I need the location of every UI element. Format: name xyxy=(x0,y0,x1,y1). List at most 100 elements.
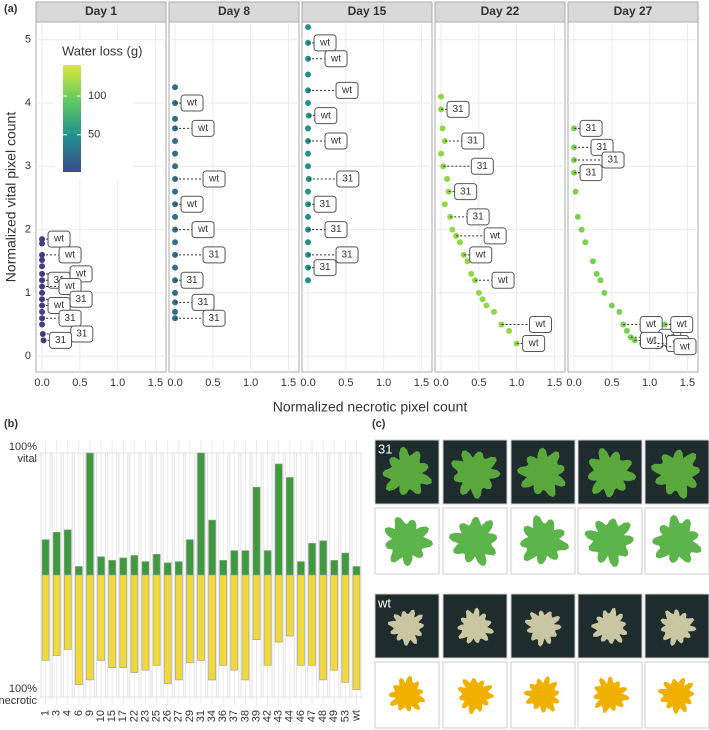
x-tick-label: 23 xyxy=(139,710,151,722)
label-box xyxy=(202,309,226,327)
bar xyxy=(330,574,339,671)
bar-frame xyxy=(96,452,107,698)
point xyxy=(305,213,312,220)
y-tick-label: 100% necrotic xyxy=(0,683,37,707)
x-tick-label: 38 xyxy=(239,710,251,722)
segmentation-mask xyxy=(523,676,560,713)
plant xyxy=(660,609,697,647)
point-label: 31 xyxy=(319,262,331,273)
x-tick-label: 42 xyxy=(262,710,274,722)
segmentation-mask xyxy=(448,516,498,566)
bar xyxy=(286,574,294,637)
point-label: wt xyxy=(528,338,539,349)
point xyxy=(438,93,445,100)
bar xyxy=(197,452,205,576)
point-label: wt xyxy=(197,123,208,134)
point xyxy=(172,264,179,271)
point xyxy=(172,289,179,296)
plant xyxy=(451,450,501,499)
bar-frame xyxy=(284,452,295,698)
bar-frame xyxy=(173,452,184,698)
x-tick-label: 49 xyxy=(328,710,340,722)
point xyxy=(483,302,490,309)
point-label: 31 xyxy=(473,212,485,223)
bar-frame xyxy=(273,452,284,698)
label-box xyxy=(324,50,348,68)
bar-frame xyxy=(184,452,195,698)
x-tick-label: 1.0 xyxy=(110,377,125,389)
label-box xyxy=(191,221,215,239)
point-label: 31 xyxy=(607,155,619,166)
x-axis-title: Normalized necrotic pixel count xyxy=(273,399,468,415)
bar xyxy=(208,574,216,681)
x-tick-label: 0.0 xyxy=(566,377,581,389)
bar xyxy=(130,555,139,576)
bar xyxy=(241,550,250,576)
x-tick-label: 27 xyxy=(173,710,185,722)
x-tick-label: 6 xyxy=(73,710,85,716)
x-tick-label: 1.0 xyxy=(376,377,391,389)
point xyxy=(506,327,513,334)
point-label: 31 xyxy=(64,313,76,324)
bar-frame xyxy=(329,452,340,698)
bar xyxy=(219,574,228,666)
point xyxy=(593,270,600,277)
bar xyxy=(163,562,172,576)
label-box xyxy=(601,151,625,169)
bar xyxy=(274,463,283,576)
segmentation-mask xyxy=(652,514,702,563)
x-tick-label: 10 xyxy=(95,710,107,722)
genotype-label: wt xyxy=(377,595,391,610)
bar-frame xyxy=(251,452,262,698)
label-box xyxy=(469,246,493,264)
point-label: wt xyxy=(497,275,508,286)
bar-frame xyxy=(129,452,140,698)
bar xyxy=(208,519,216,576)
bar-frame xyxy=(340,452,351,698)
facet-title: Day 15 xyxy=(348,4,387,18)
point xyxy=(441,201,448,208)
bar xyxy=(352,574,361,690)
label-box xyxy=(461,132,485,150)
x-tick-label: 1.5 xyxy=(414,377,429,389)
x-tick-label: 15 xyxy=(106,710,118,722)
point-label: 31 xyxy=(319,199,331,210)
bar xyxy=(141,574,150,671)
label-box xyxy=(640,331,664,349)
facet-title: Day 8 xyxy=(218,4,250,18)
bar-frame xyxy=(351,452,362,698)
bar xyxy=(197,574,205,661)
point-label: 31 xyxy=(585,123,597,134)
point xyxy=(582,239,589,246)
point xyxy=(172,239,179,246)
x-tick-label: 3 xyxy=(51,710,63,716)
point-label: wt xyxy=(319,38,330,49)
label-box xyxy=(335,81,359,99)
plot-area xyxy=(567,21,699,373)
point xyxy=(305,239,312,246)
facet-title: Day 27 xyxy=(614,4,653,18)
point-label: wt xyxy=(186,98,197,109)
bar xyxy=(86,574,94,681)
plant xyxy=(382,446,432,495)
bar xyxy=(297,574,305,666)
x-tick-label: 47 xyxy=(306,710,318,722)
colorbar-label: 50 xyxy=(88,129,100,141)
bar xyxy=(274,574,283,643)
bar xyxy=(108,560,116,576)
bar xyxy=(52,574,61,656)
bar xyxy=(163,574,172,684)
point xyxy=(305,150,312,157)
point xyxy=(39,256,46,263)
x-tick-label: 26 xyxy=(162,710,174,722)
x-tick-label: 1.0 xyxy=(243,377,258,389)
point xyxy=(597,277,604,284)
bar xyxy=(75,566,83,576)
label-box xyxy=(313,195,337,213)
bar xyxy=(330,560,339,576)
point xyxy=(305,277,312,284)
label-box xyxy=(491,271,515,289)
segmentation-mask xyxy=(388,675,426,712)
